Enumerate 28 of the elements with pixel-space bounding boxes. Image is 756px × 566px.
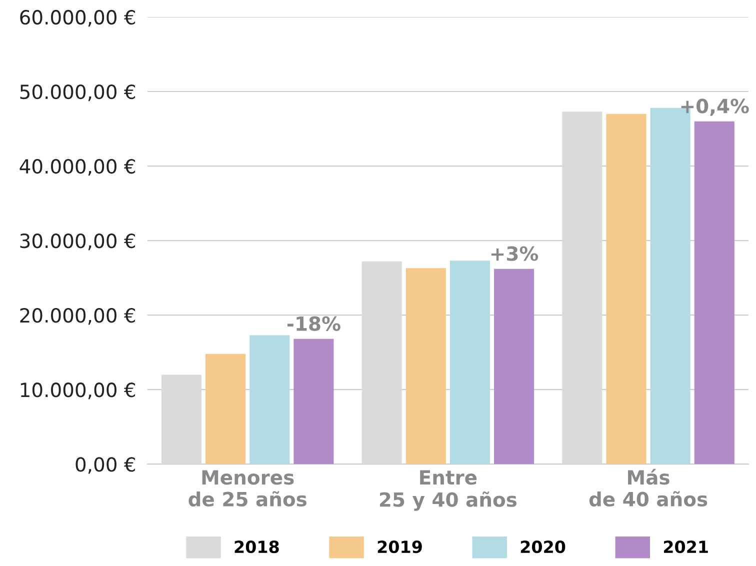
bar bbox=[562, 112, 602, 464]
bar bbox=[406, 268, 446, 464]
x-tick-label: Menores de 25 años bbox=[188, 470, 306, 506]
y-tick-label: 60.000,00 € bbox=[20, 10, 136, 27]
bar bbox=[694, 121, 734, 464]
bar bbox=[206, 354, 246, 464]
bar bbox=[450, 260, 490, 464]
annotation: -18% bbox=[287, 316, 340, 331]
x-tick-label: Más de 40 años bbox=[589, 468, 708, 506]
y-tick-label: 10.000,00 € bbox=[20, 382, 136, 400]
legend-label: 2019 bbox=[378, 540, 422, 554]
bar bbox=[294, 338, 334, 464]
y-tick-label: 50.000,00 € bbox=[20, 84, 136, 102]
y-tick-label: 0,00 € bbox=[76, 457, 136, 474]
legend-label: 2021 bbox=[664, 540, 708, 554]
annotation: +3% bbox=[491, 246, 538, 261]
annotation: +0,4% bbox=[681, 98, 749, 116]
bar bbox=[494, 268, 534, 464]
legend-label: 2020 bbox=[520, 540, 566, 554]
y-tick-label: 30.000,00 € bbox=[20, 234, 136, 250]
y-tick-label: 20.000,00 € bbox=[20, 308, 136, 325]
bar bbox=[161, 374, 202, 464]
legend-label: 2018 bbox=[234, 540, 279, 554]
x-tick-label: Entre 25 y 40 años bbox=[380, 470, 517, 511]
y-tick-label: 40.000,00 € bbox=[20, 158, 136, 176]
bar bbox=[606, 114, 646, 464]
bar bbox=[250, 335, 290, 464]
bar bbox=[362, 261, 402, 464]
